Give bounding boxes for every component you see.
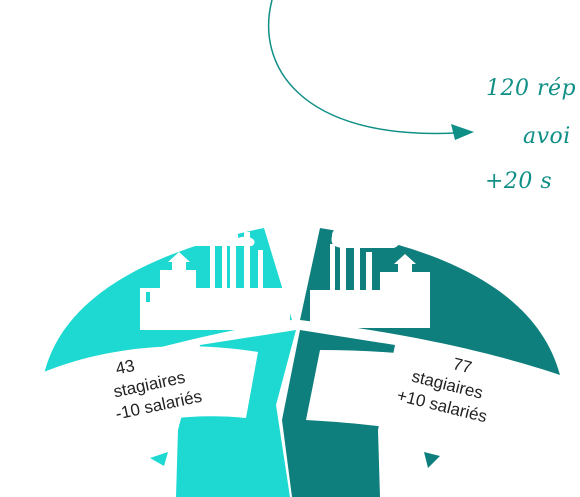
- factory-icon: [310, 226, 430, 328]
- label-band-right: [306, 350, 570, 460]
- annotation-line-1: 120 rép: [486, 76, 577, 101]
- factory-icon: [140, 226, 290, 330]
- tick-mark-left: [150, 452, 168, 466]
- curved-arrow-icon: [267, 0, 474, 140]
- segment-right-count: 77: [451, 354, 474, 377]
- tick-mark-right: [424, 452, 440, 468]
- annotation-line-2: avoi: [523, 124, 571, 149]
- label-band-left: [30, 346, 258, 452]
- segment-left-count: 43: [114, 356, 136, 379]
- annotation-line-3: +20 s: [485, 169, 553, 194]
